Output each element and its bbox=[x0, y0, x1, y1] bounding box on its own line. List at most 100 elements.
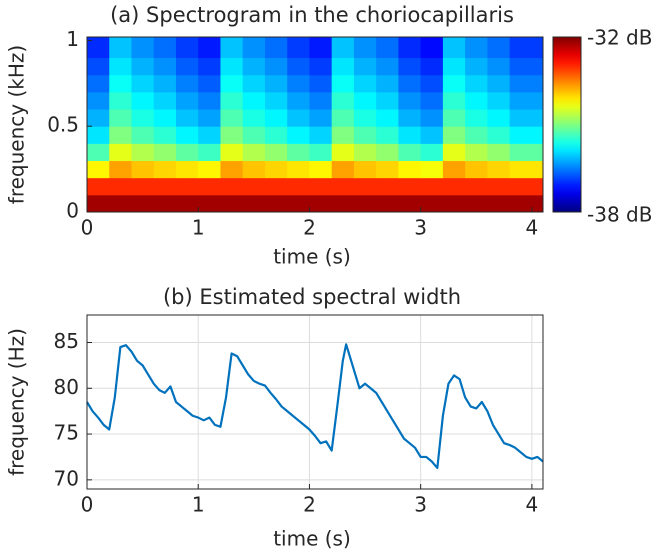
heat-cell bbox=[198, 143, 221, 162]
axes-frame bbox=[86, 314, 544, 490]
heat-cell bbox=[442, 109, 466, 127]
heat-cell bbox=[331, 91, 355, 110]
heat-cell bbox=[442, 57, 466, 76]
heat-cell bbox=[287, 37, 310, 59]
y-tick-label: 75 bbox=[54, 421, 79, 445]
heat-cell bbox=[465, 91, 488, 110]
heat-cell bbox=[287, 126, 310, 144]
heat-cell bbox=[487, 177, 511, 196]
heat-cell bbox=[87, 109, 110, 127]
heat-cell bbox=[153, 194, 177, 213]
heat-cell bbox=[109, 160, 132, 179]
y-tick-label: 1 bbox=[66, 27, 79, 51]
heat-cell bbox=[220, 57, 244, 76]
heat-cell bbox=[509, 74, 544, 93]
heat-cell bbox=[398, 143, 422, 162]
heat-cell bbox=[87, 57, 110, 76]
heat-cell bbox=[287, 160, 310, 179]
heat-cell bbox=[153, 160, 177, 179]
heat-cell bbox=[131, 126, 155, 144]
heat-cell bbox=[487, 37, 511, 59]
heat-cell bbox=[465, 57, 488, 76]
heat-cell bbox=[109, 126, 132, 144]
heat-cell bbox=[420, 160, 444, 179]
y-tick-label: 70 bbox=[54, 466, 79, 490]
heat-cell bbox=[109, 57, 132, 76]
x-tick-label: 4 bbox=[526, 493, 539, 517]
heat-cell bbox=[331, 74, 355, 93]
heat-cell bbox=[398, 160, 422, 179]
heat-cell bbox=[175, 57, 199, 76]
x-tick-label: 3 bbox=[414, 493, 427, 517]
heat-cell bbox=[509, 126, 544, 144]
heat-cell bbox=[109, 143, 132, 162]
heat-cell bbox=[242, 126, 266, 144]
heat-cell bbox=[465, 194, 488, 213]
axes-frame bbox=[86, 36, 544, 213]
x-tick-label: 0 bbox=[81, 216, 94, 240]
heat-cell bbox=[331, 37, 355, 59]
heat-cell bbox=[287, 74, 310, 93]
heat-cell bbox=[309, 91, 333, 110]
heat-cell bbox=[376, 37, 399, 59]
heat-cell bbox=[509, 194, 544, 213]
heat-cell bbox=[242, 91, 266, 110]
heat-cell bbox=[87, 143, 110, 162]
heat-cell bbox=[465, 74, 488, 93]
heat-cell bbox=[220, 194, 244, 213]
heat-cell bbox=[353, 37, 377, 59]
heat-cell bbox=[487, 74, 511, 93]
heat-cell bbox=[287, 57, 310, 76]
x-axis-label: time (s) bbox=[273, 245, 351, 269]
heat-cell bbox=[420, 194, 444, 213]
heat-cell bbox=[376, 91, 399, 110]
heat-cell bbox=[198, 91, 221, 110]
heat-cell bbox=[198, 177, 221, 196]
y-axis-label: frequency (Hz) bbox=[5, 328, 29, 476]
heat-cell bbox=[487, 109, 511, 127]
heat-cell bbox=[264, 37, 288, 59]
heat-cell bbox=[420, 74, 444, 93]
heat-cell bbox=[487, 57, 511, 76]
heat-cell bbox=[442, 160, 466, 179]
x-axis-label: time (s) bbox=[273, 527, 351, 551]
heat-cell bbox=[87, 177, 110, 196]
heat-cell bbox=[198, 194, 221, 213]
heat-cell bbox=[353, 194, 377, 213]
heat-cell bbox=[287, 177, 310, 196]
heat-cell bbox=[442, 91, 466, 110]
heat-cell bbox=[153, 143, 177, 162]
panel: -32 dB -38 dB 0 1 2 3 4 0 0.5 1 (a) Spectrogram in… bbox=[5, 3, 653, 269]
heat-cell bbox=[220, 37, 244, 59]
heat-cell bbox=[131, 91, 155, 110]
heat-cell bbox=[509, 57, 544, 76]
heat-cell bbox=[376, 160, 399, 179]
heat-cell bbox=[353, 57, 377, 76]
heat-cell bbox=[442, 37, 466, 59]
heat-cell bbox=[353, 177, 377, 196]
heat-cell bbox=[264, 143, 288, 162]
heat-cell bbox=[264, 91, 288, 110]
heat-cell bbox=[242, 160, 266, 179]
heat-cell bbox=[242, 194, 266, 213]
x-tick-label: 2 bbox=[303, 216, 316, 240]
heat-cell bbox=[398, 126, 422, 144]
heat-cell bbox=[175, 160, 199, 179]
heat-cell bbox=[153, 37, 177, 59]
x-tick-label: 2 bbox=[303, 493, 316, 517]
heat-cell bbox=[398, 91, 422, 110]
y-axis-label: frequency (kHz) bbox=[5, 45, 29, 204]
heat-cell bbox=[398, 177, 422, 196]
heat-cell bbox=[198, 109, 221, 127]
heat-cell bbox=[309, 74, 333, 93]
heat-cell bbox=[331, 57, 355, 76]
panel: 0 1 2 3 4 70 75 80 85 (b) Estimated spectral widt… bbox=[5, 285, 544, 551]
heat-cell bbox=[487, 91, 511, 110]
heat-cell bbox=[442, 177, 466, 196]
heat-cell bbox=[264, 177, 288, 196]
heat-cell bbox=[509, 109, 544, 127]
heat-cell bbox=[175, 126, 199, 144]
heat-cell bbox=[420, 57, 444, 76]
heat-cell bbox=[198, 37, 221, 59]
heat-cell bbox=[353, 109, 377, 127]
